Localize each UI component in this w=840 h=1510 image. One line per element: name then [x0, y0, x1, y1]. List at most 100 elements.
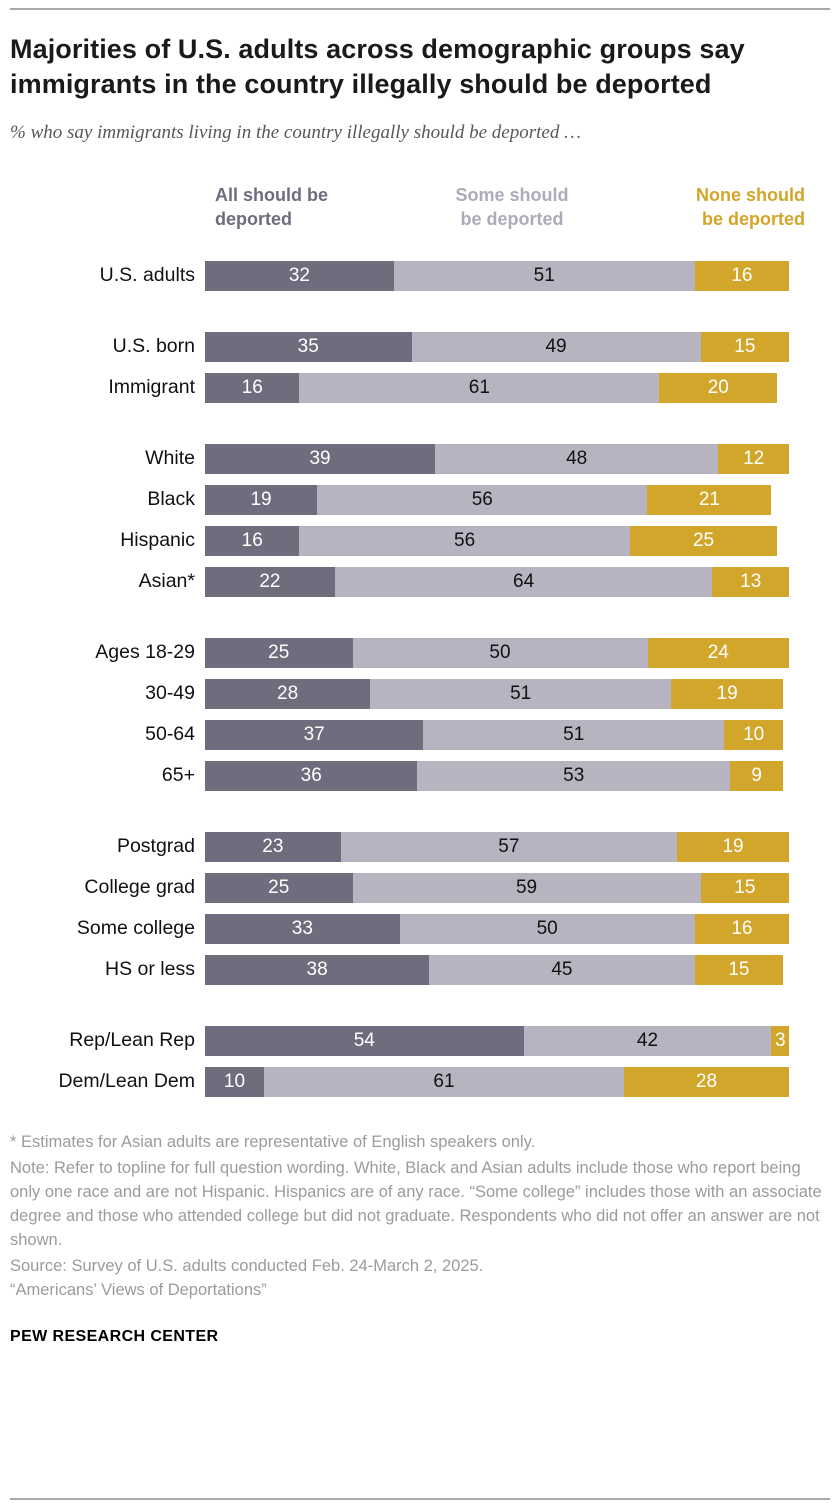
footer-brand: PEW RESEARCH CENTER	[10, 1328, 219, 1346]
segment-all-deported: 36	[205, 760, 418, 791]
chart-row: Immigrant 16 61 20	[10, 372, 830, 403]
chart-row: 65+ 36 53 9	[10, 760, 830, 791]
bar-group: Postgrad 23 57 19 College grad 25 59 15 Some col…	[10, 831, 830, 985]
segment-some-deported: 53	[417, 760, 731, 791]
segment-all-deported: 39	[205, 443, 436, 474]
segment-all-deported: 22	[205, 566, 335, 597]
chart-row: White 39 48 12	[10, 443, 830, 474]
chart-subtitle: % who say immigrants living in the count…	[10, 122, 581, 144]
segment-none-deported: 9	[730, 760, 784, 791]
chart-row: Some college 33 50 16	[10, 913, 830, 944]
segment-all-deported: 37	[205, 719, 424, 750]
segment-all-deported: 10	[205, 1066, 264, 1097]
segment-all-deported: 32	[205, 260, 394, 291]
row-label: Postgrad	[116, 835, 195, 858]
stacked-bar: 16 56 25	[205, 525, 795, 556]
row-label: Hispanic	[120, 529, 195, 552]
segment-none-deported: 28	[623, 1066, 790, 1097]
stacked-bar: 37 51 10	[205, 719, 795, 750]
stacked-bar: 39 48 12	[205, 443, 795, 474]
legend: All should be deported Some should be de…	[215, 184, 805, 231]
segment-some-deported: 49	[411, 331, 701, 362]
segment-some-deported: 57	[340, 831, 677, 862]
row-label: 65+	[161, 764, 195, 787]
row-label: College grad	[84, 876, 195, 899]
row-label: U.S. adults	[99, 264, 195, 287]
methodology-note: Note: Refer to topline for full question…	[10, 1158, 822, 1249]
segment-some-deported: 51	[370, 678, 672, 709]
segment-some-deported: 50	[352, 637, 648, 668]
chart-rows: U.S. adults 32 51 16 U.S. born 35 49 15 Immigran…	[10, 260, 830, 1119]
segment-some-deported: 51	[393, 260, 695, 291]
stacked-bar: 23 57 19	[205, 831, 795, 862]
segment-some-deported: 50	[399, 913, 695, 944]
segment-none-deported: 19	[671, 678, 784, 709]
spacer	[10, 1368, 830, 1498]
row-label: HS or less	[105, 958, 195, 981]
stacked-bar: 32 51 16	[205, 260, 795, 291]
bar-group: Rep/Lean Rep 54 42 3 Dem/Lean Dem 10 61 28	[10, 1025, 830, 1097]
segment-none-deported: 15	[700, 331, 790, 362]
segment-none-deported: 20	[659, 372, 778, 403]
chart-row: Asian* 22 64 13	[10, 566, 830, 597]
segment-none-deported: 15	[700, 872, 790, 903]
segment-none-deported: 15	[694, 954, 784, 985]
segment-none-deported: 13	[712, 566, 790, 597]
stacked-bar: 22 64 13	[205, 566, 795, 597]
source-note: Source: Survey of U.S. adults conducted …	[10, 1256, 484, 1275]
row-label: 30-49	[145, 682, 195, 705]
segment-none-deported: 25	[629, 525, 778, 556]
row-label: Ages 18-29	[95, 641, 195, 664]
stacked-bar: 36 53 9	[205, 760, 795, 791]
bar-group: White 39 48 12 Black 19 56 21 Hispanic 16 56 25 Asia…	[10, 443, 830, 597]
segment-some-deported: 51	[423, 719, 725, 750]
bar-group: Ages 18-29 25 50 24 30-49 28 51 19 50-64 37 51 10 65…	[10, 637, 830, 791]
segment-none-deported: 3	[771, 1025, 790, 1056]
stacked-bar: 16 61 20	[205, 372, 795, 403]
chart-row: U.S. adults 32 51 16	[10, 260, 830, 291]
segment-some-deported: 56	[317, 484, 648, 515]
chart-row: 50-64 37 51 10	[10, 719, 830, 750]
segment-none-deported: 19	[676, 831, 790, 862]
segment-some-deported: 48	[435, 443, 719, 474]
stacked-bar: 10 61 28	[205, 1066, 795, 1097]
chart-row: HS or less 38 45 15	[10, 954, 830, 985]
segment-all-deported: 28	[205, 678, 371, 709]
segment-some-deported: 61	[299, 372, 660, 403]
row-label: Immigrant	[108, 376, 195, 399]
report-title-note: “Americans’ Views of Deportations”	[10, 1280, 267, 1299]
legend-some-deported: Some should be deported	[455, 185, 569, 229]
segment-all-deported: 33	[205, 913, 400, 944]
segment-all-deported: 35	[205, 331, 412, 362]
stacked-bar: 25 50 24	[205, 637, 795, 668]
segment-some-deported: 61	[264, 1066, 624, 1097]
bar-group: U.S. adults 32 51 16	[10, 260, 830, 291]
chart-row: College grad 25 59 15	[10, 872, 830, 903]
segment-all-deported: 19	[205, 484, 318, 515]
chart-row: Postgrad 23 57 19	[10, 831, 830, 862]
segment-all-deported: 25	[205, 872, 353, 903]
segment-all-deported: 23	[205, 831, 341, 862]
row-label: Asian*	[138, 570, 195, 593]
stacked-bar: 38 45 15	[205, 954, 795, 985]
segment-some-deported: 59	[352, 872, 701, 903]
segment-all-deported: 16	[205, 525, 300, 556]
segment-none-deported: 16	[694, 260, 790, 291]
row-label: U.S. born	[112, 335, 195, 358]
stacked-bar: 54 42 3	[205, 1025, 795, 1056]
stacked-bar: 35 49 15	[205, 331, 795, 362]
segment-some-deported: 45	[429, 954, 695, 985]
segment-all-deported: 16	[205, 372, 300, 403]
row-label: Some college	[76, 917, 195, 940]
segment-none-deported: 10	[724, 719, 784, 750]
segment-some-deported: 56	[299, 525, 630, 556]
segment-all-deported: 25	[205, 637, 353, 668]
segment-none-deported: 12	[718, 443, 790, 474]
row-label: Black	[147, 488, 195, 511]
bar-group: U.S. born 35 49 15 Immigrant 16 61 20	[10, 331, 830, 403]
row-label: Dem/Lean Dem	[58, 1070, 195, 1093]
legend-none-deported: None should be deported	[696, 185, 805, 229]
segment-all-deported: 54	[205, 1025, 524, 1056]
stacked-bar: 33 50 16	[205, 913, 795, 944]
